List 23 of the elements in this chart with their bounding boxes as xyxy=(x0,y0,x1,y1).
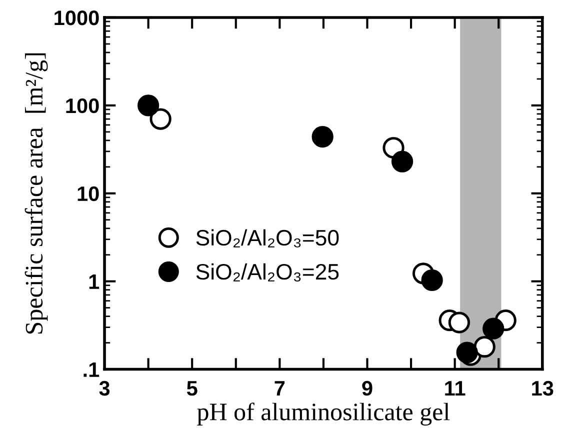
y-tick-label: 1000 xyxy=(54,10,99,26)
y-tick-label: .1 xyxy=(84,362,100,377)
legend-label: SiO₂/Al₂O₃=50 xyxy=(196,229,339,248)
y-tick-label: 100 xyxy=(66,98,99,114)
x-tick-label: 5 xyxy=(186,381,198,396)
point xyxy=(421,269,443,292)
x-tick-label: 7 xyxy=(274,381,285,396)
point xyxy=(312,126,334,148)
x-axis-title: pH of aluminosilicate gel xyxy=(197,402,450,426)
y-axis-title: Specific surface area [m²/g] xyxy=(24,53,48,334)
point xyxy=(456,342,478,364)
x-tick-label: 13 xyxy=(532,380,554,396)
y-tick-label: 10 xyxy=(78,186,99,202)
point xyxy=(474,336,496,358)
point xyxy=(482,318,504,340)
x-tick-label: 3 xyxy=(99,380,110,396)
point xyxy=(137,94,160,116)
x-tick-label: 11 xyxy=(445,381,466,396)
point xyxy=(448,312,470,334)
legend-label: SiO₂/Al₂O₃=25 xyxy=(196,263,339,282)
y-tick-label: 1 xyxy=(89,274,100,289)
x-tick-label: 9 xyxy=(362,380,372,396)
point xyxy=(391,150,414,172)
